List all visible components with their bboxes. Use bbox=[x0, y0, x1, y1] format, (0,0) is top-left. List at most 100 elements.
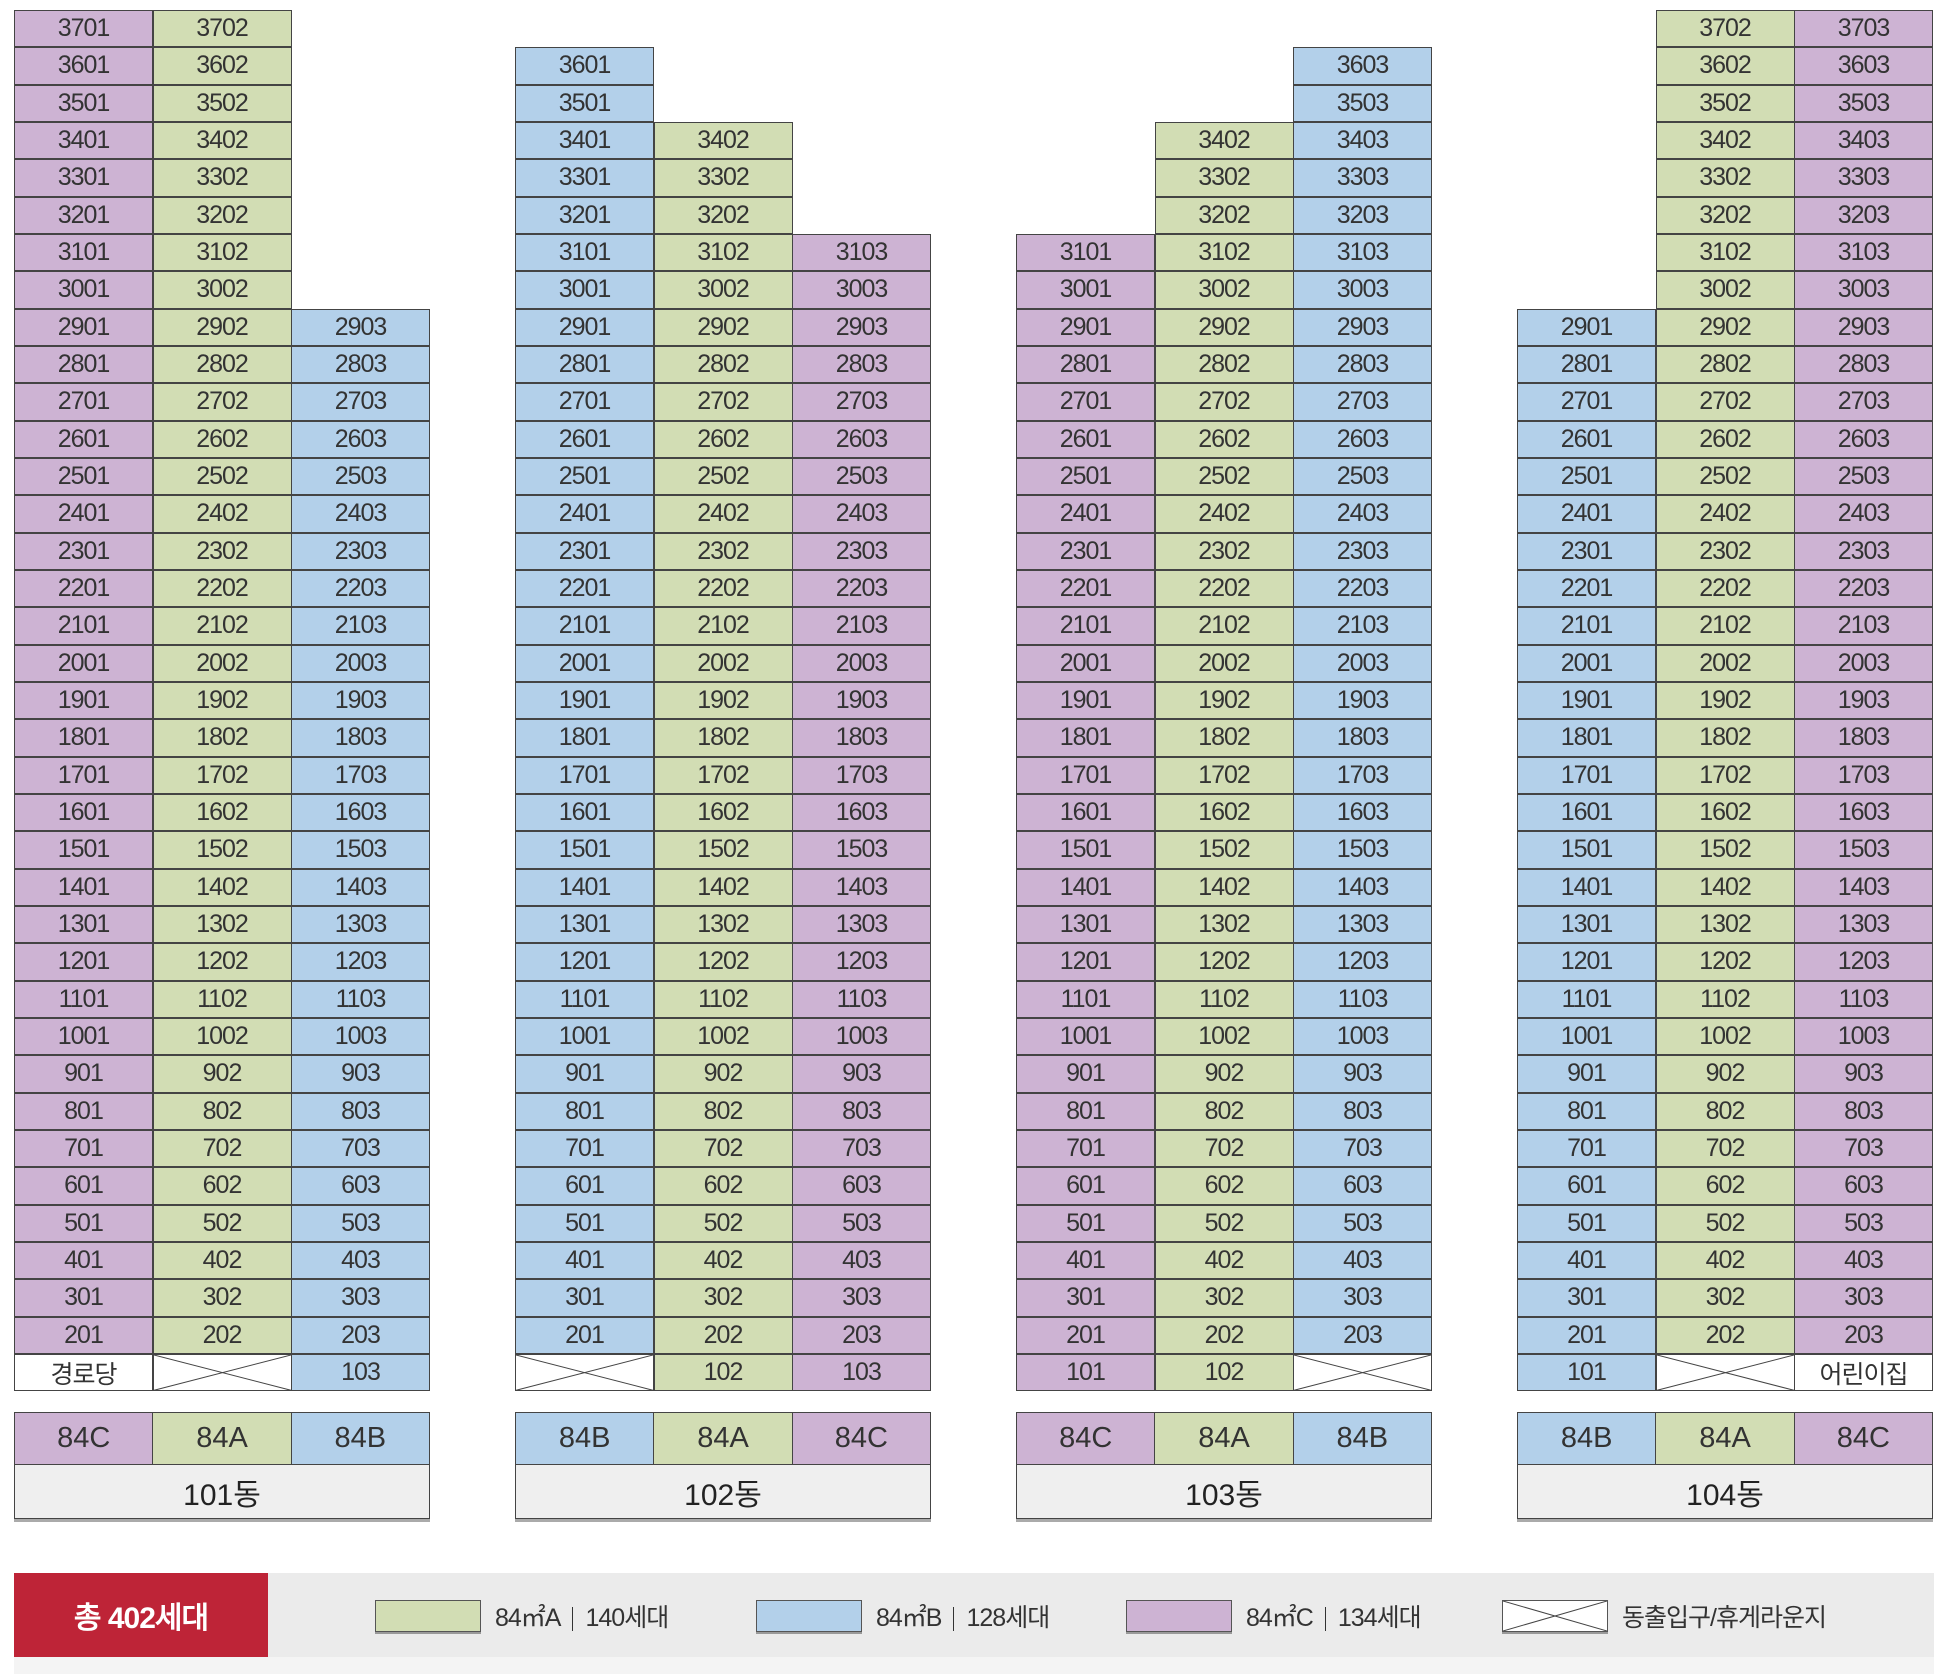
unit-cell: 1002 bbox=[1154, 1017, 1294, 1056]
unit-cell: 1603 bbox=[291, 793, 430, 832]
unit-cell: 1003 bbox=[291, 1017, 430, 1056]
crossed-box-icon bbox=[1657, 1355, 1794, 1390]
unit-cell: 1202 bbox=[152, 943, 292, 981]
unit-cell: 2003 bbox=[1794, 644, 1933, 682]
unit-cell: 3601 bbox=[515, 47, 654, 85]
unit-cell: 1103 bbox=[1293, 980, 1432, 1018]
unit-cell: 1303 bbox=[792, 905, 931, 944]
unit-cell: 1003 bbox=[1293, 1017, 1432, 1056]
unit-cell: 2003 bbox=[1293, 644, 1432, 682]
unit-cell: 3503 bbox=[1293, 84, 1432, 122]
unit-cell: 2401 bbox=[1016, 495, 1155, 533]
unit-cell: 2803 bbox=[792, 345, 931, 384]
building-name: 104동 bbox=[1517, 1465, 1933, 1519]
unit-cell: 3102 bbox=[152, 233, 292, 272]
unit-cell: 3602 bbox=[152, 47, 292, 85]
unit-cell: 2303 bbox=[291, 532, 430, 570]
unit-cell: 2802 bbox=[1655, 345, 1795, 384]
unit-cell: 603 bbox=[792, 1167, 931, 1205]
total-units-badge: 총 402세대 bbox=[14, 1573, 268, 1657]
unit-cell: 2901 bbox=[1517, 308, 1656, 346]
unit-cell: 1303 bbox=[291, 905, 430, 944]
unit-cell: 2403 bbox=[792, 495, 931, 533]
unit-cell: 2002 bbox=[152, 644, 292, 682]
unit-cell: 301 bbox=[1016, 1279, 1155, 1317]
unit-cell: 1502 bbox=[1154, 831, 1294, 869]
unit-cell: 1602 bbox=[1154, 793, 1294, 832]
unit-cell: 2901 bbox=[1016, 308, 1155, 346]
unit-cell: 2702 bbox=[152, 383, 292, 421]
unit-cell: 2101 bbox=[1016, 607, 1155, 645]
unit-cell: 2301 bbox=[14, 532, 153, 570]
unit-cell: 1001 bbox=[1016, 1017, 1155, 1056]
unit-cell: 2203 bbox=[291, 569, 430, 608]
unit-cell: 801 bbox=[1517, 1092, 1656, 1130]
unit-cell: 801 bbox=[1016, 1092, 1155, 1130]
legend-label: 동출입구/휴게라운지 bbox=[1622, 1604, 1827, 1632]
unit-cell: 3701 bbox=[14, 10, 153, 48]
unit-cell: 1803 bbox=[291, 719, 430, 757]
legend-count: 134세대 bbox=[1337, 1604, 1422, 1632]
unit-cell: 2802 bbox=[653, 345, 793, 384]
entrance-lounge-cell bbox=[1655, 1353, 1795, 1392]
unit-cell: 902 bbox=[1655, 1055, 1795, 1093]
unit-cell: 1902 bbox=[152, 681, 292, 720]
unit-type-label: 84A bbox=[1656, 1413, 1795, 1464]
unit-cell: 2801 bbox=[515, 345, 654, 384]
unit-cell: 1101 bbox=[14, 980, 153, 1018]
unit-cell: 2203 bbox=[1293, 569, 1432, 608]
unit-cell: 1501 bbox=[1016, 831, 1155, 869]
unit-cell: 2301 bbox=[1016, 532, 1155, 570]
unit-cell: 1202 bbox=[653, 943, 793, 981]
unit-cell: 2901 bbox=[515, 308, 654, 346]
unit-cell: 1801 bbox=[1016, 719, 1155, 757]
unit-cell: 2103 bbox=[792, 607, 931, 645]
unit-cell: 2303 bbox=[1293, 532, 1432, 570]
unit-cell: 2902 bbox=[1154, 308, 1294, 346]
unit-cell: 3101 bbox=[515, 233, 654, 272]
unit-cell: 2001 bbox=[1517, 644, 1656, 682]
unit-cell: 3101 bbox=[14, 233, 153, 272]
unit-cell: 2703 bbox=[792, 383, 931, 421]
unit-cell: 602 bbox=[1655, 1167, 1795, 1205]
unit-cell: 2001 bbox=[14, 644, 153, 682]
unit-cell: 1402 bbox=[1655, 868, 1795, 906]
unit-cell: 3103 bbox=[1293, 233, 1432, 272]
legend-label: 84㎡C bbox=[1246, 1604, 1314, 1632]
unit-cell: 2003 bbox=[291, 644, 430, 682]
unit-cell: 3003 bbox=[792, 271, 931, 309]
unit-cell: 802 bbox=[1655, 1092, 1795, 1130]
unit-cell: 1401 bbox=[515, 868, 654, 906]
unit-cell: 1102 bbox=[1655, 980, 1795, 1018]
unit-cell: 1902 bbox=[653, 681, 793, 720]
unit-cell: 1301 bbox=[515, 905, 654, 944]
unit-cell: 1601 bbox=[14, 793, 153, 832]
unit-type-label: 84C bbox=[1017, 1413, 1156, 1464]
unit-cell: 3401 bbox=[14, 121, 153, 160]
unit-cell: 2403 bbox=[1794, 495, 1933, 533]
crossed-box-icon bbox=[154, 1355, 291, 1390]
unit-cell: 1102 bbox=[152, 980, 292, 1018]
building-name: 102동 bbox=[515, 1465, 931, 1519]
unit-cell: 401 bbox=[14, 1241, 153, 1280]
unit-cell: 1703 bbox=[1293, 756, 1432, 794]
unit-cell: 903 bbox=[291, 1055, 430, 1093]
unit-cell: 1703 bbox=[291, 756, 430, 794]
unit-cell: 3202 bbox=[152, 196, 292, 234]
legend-bar: 총 402세대 84㎡A 140세대 84㎡B 128세대 84㎡C 134세대 동출… bbox=[14, 1573, 1934, 1657]
unit-cell: 2701 bbox=[515, 383, 654, 421]
swatch-84b bbox=[756, 1600, 862, 1632]
unit-cell: 2201 bbox=[1016, 569, 1155, 608]
unit-cell: 203 bbox=[792, 1316, 931, 1354]
unit-cell: 1103 bbox=[291, 980, 430, 1018]
unit-cell: 2101 bbox=[515, 607, 654, 645]
unit-cell: 2601 bbox=[1517, 420, 1656, 458]
unit-cell: 1701 bbox=[1016, 756, 1155, 794]
unit-cell: 703 bbox=[1293, 1129, 1432, 1168]
unit-cell: 1601 bbox=[515, 793, 654, 832]
unit-cell: 2603 bbox=[1794, 420, 1933, 458]
unit-cell: 101 bbox=[1517, 1353, 1656, 1392]
unit-cell: 503 bbox=[792, 1204, 931, 1242]
unit-cell: 1001 bbox=[14, 1017, 153, 1056]
unit-cell: 2201 bbox=[515, 569, 654, 608]
